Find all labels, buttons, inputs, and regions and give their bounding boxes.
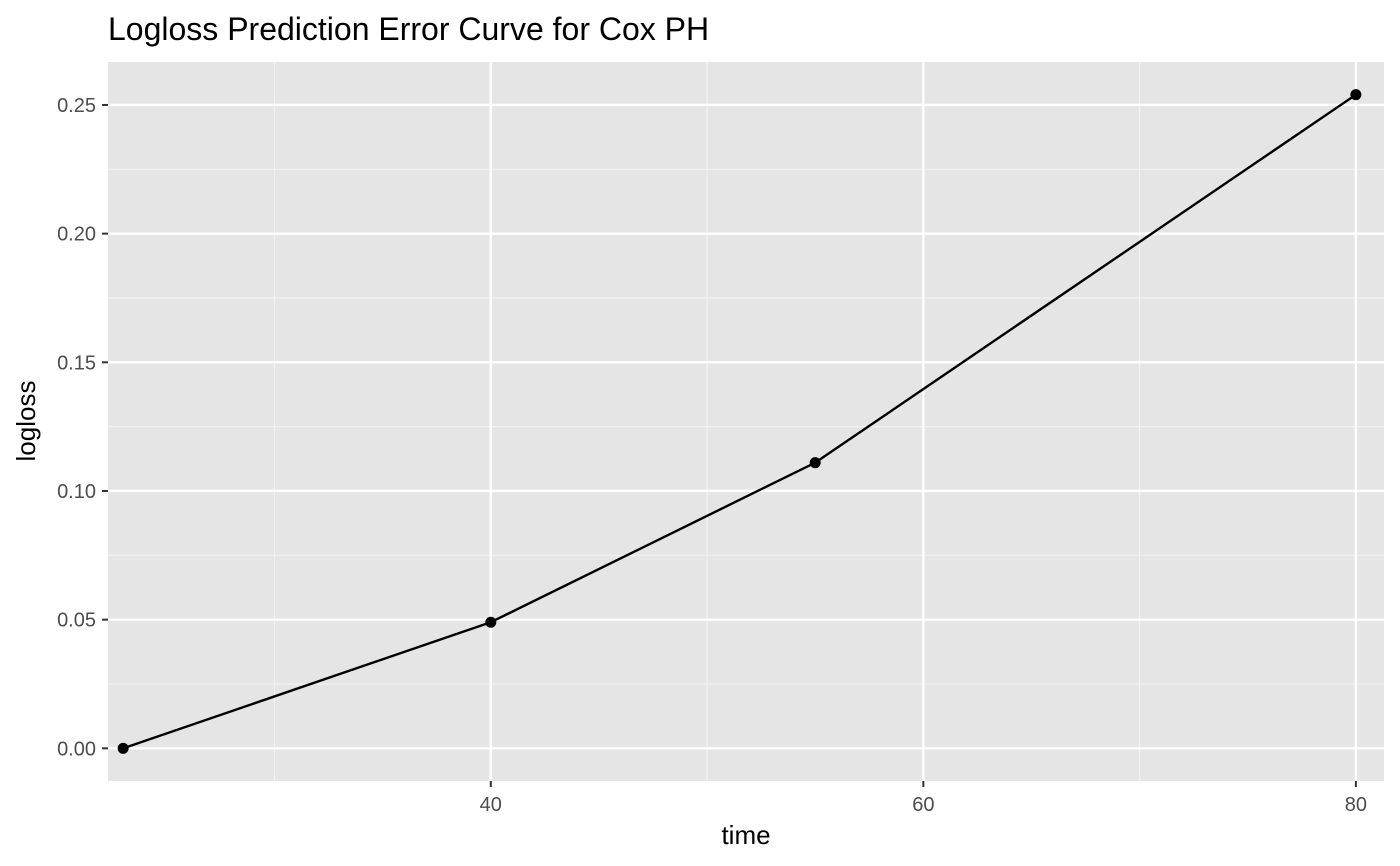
x-axis-title: time xyxy=(721,820,770,850)
data-point xyxy=(809,457,821,469)
major-gridlines xyxy=(108,62,1384,781)
x-tick-label: 40 xyxy=(480,794,502,816)
series-line xyxy=(122,93,1357,750)
y-tick-label: 0.00 xyxy=(57,738,96,760)
x-axis: 40 60 80 xyxy=(480,781,1367,816)
y-tick-label: 0.25 xyxy=(57,95,96,117)
minor-gridlines xyxy=(108,62,1384,781)
y-tick-label: 0.20 xyxy=(57,224,96,246)
x-tick-label: 80 xyxy=(1345,794,1367,816)
data-point xyxy=(485,616,497,628)
y-tick-label: 0.05 xyxy=(57,610,96,632)
series-layer xyxy=(117,89,1362,754)
y-tick-label: 0.15 xyxy=(57,352,96,374)
y-tick-label: 0.10 xyxy=(57,481,96,503)
data-point xyxy=(117,742,129,754)
y-axis-title: logloss xyxy=(11,381,41,462)
data-point xyxy=(1350,89,1362,101)
chart-title: Logloss Prediction Error Curve for Cox P… xyxy=(108,11,709,47)
plot-panel xyxy=(108,62,1384,781)
x-tick-label: 60 xyxy=(912,794,934,816)
y-axis: 0.00 0.05 0.10 0.15 0.20 0.25 xyxy=(57,95,108,760)
